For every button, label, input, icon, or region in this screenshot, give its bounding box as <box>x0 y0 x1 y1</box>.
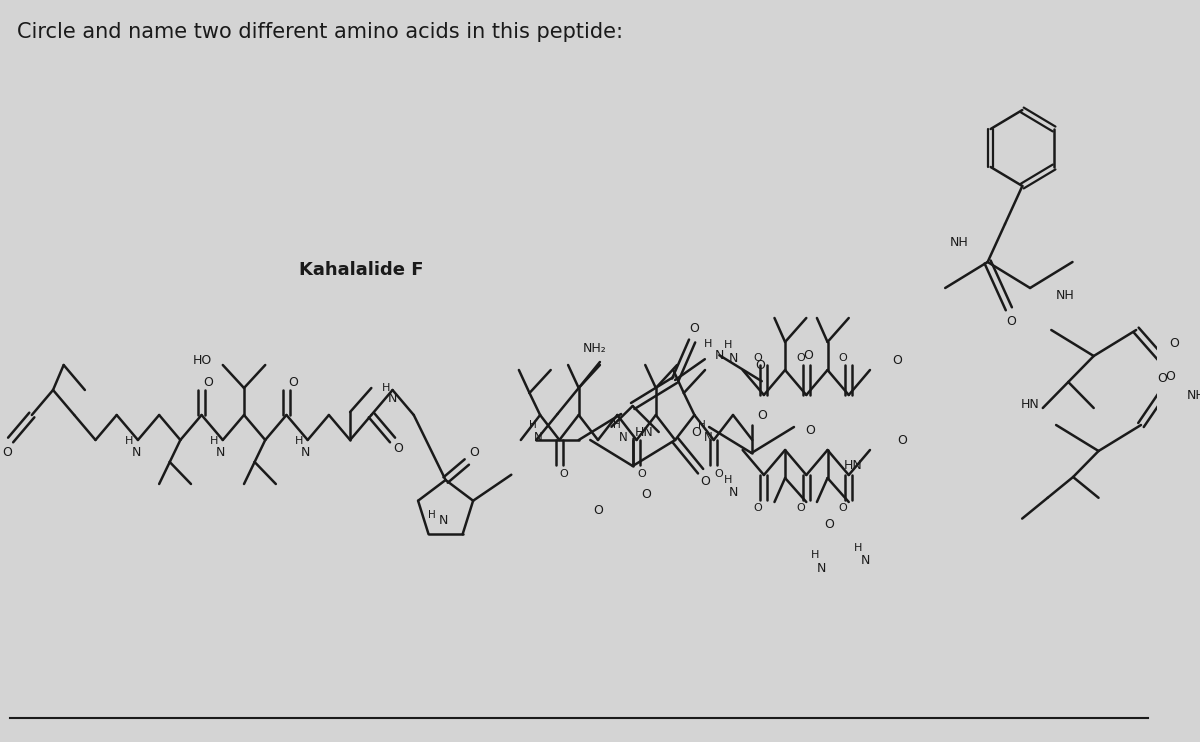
Text: HN: HN <box>635 425 654 439</box>
Text: H: H <box>698 420 706 430</box>
Text: N: N <box>131 445 140 459</box>
Text: O: O <box>691 426 701 439</box>
Text: HN: HN <box>844 459 863 471</box>
Text: O: O <box>593 504 602 516</box>
Text: N: N <box>715 349 724 361</box>
Text: O: O <box>754 353 762 363</box>
Text: N: N <box>860 554 870 566</box>
Text: N: N <box>534 430 542 444</box>
Text: O: O <box>824 519 834 531</box>
Text: H: H <box>854 543 863 553</box>
Text: H: H <box>613 420 622 430</box>
Text: O: O <box>714 469 722 479</box>
Text: O: O <box>288 375 298 389</box>
Text: N: N <box>388 392 397 404</box>
Text: H: H <box>703 339 712 349</box>
Text: O: O <box>1006 315 1016 328</box>
Text: N: N <box>728 352 738 364</box>
Text: H: H <box>811 550 820 560</box>
Text: O: O <box>469 445 480 459</box>
Text: N: N <box>703 430 713 444</box>
Text: O: O <box>1165 370 1175 384</box>
Text: O: O <box>757 409 767 421</box>
Text: H: H <box>125 436 133 446</box>
Text: O: O <box>754 503 762 513</box>
Text: H: H <box>724 475 732 485</box>
Text: NH: NH <box>1187 389 1200 401</box>
Text: N: N <box>439 513 449 527</box>
Text: H: H <box>210 436 218 446</box>
Text: N: N <box>817 562 827 574</box>
Text: NH₂: NH₂ <box>583 341 607 355</box>
Text: O: O <box>805 424 815 436</box>
Text: HO: HO <box>193 353 212 367</box>
Text: H: H <box>528 420 536 430</box>
Text: O: O <box>803 349 814 361</box>
Text: O: O <box>755 358 764 372</box>
Text: Circle and name two different amino acids in this peptide:: Circle and name two different amino acid… <box>17 22 623 42</box>
Text: Kahalalide F: Kahalalide F <box>299 261 424 279</box>
Text: O: O <box>1157 372 1168 384</box>
Text: N: N <box>728 487 738 499</box>
Text: N: N <box>216 445 226 459</box>
Text: N: N <box>619 430 628 444</box>
Text: N: N <box>301 445 311 459</box>
Text: O: O <box>892 353 902 367</box>
Text: O: O <box>839 353 847 363</box>
Text: H: H <box>382 383 390 393</box>
Text: O: O <box>796 503 805 513</box>
Text: O: O <box>2 445 12 459</box>
Text: O: O <box>203 375 214 389</box>
Text: O: O <box>560 469 569 479</box>
Text: H: H <box>724 340 732 350</box>
Text: O: O <box>394 441 403 455</box>
Text: O: O <box>796 353 805 363</box>
Text: HN: HN <box>1020 398 1039 411</box>
Text: O: O <box>700 475 709 488</box>
Text: O: O <box>689 321 700 335</box>
Text: H: H <box>428 510 436 520</box>
Text: H: H <box>295 436 304 446</box>
Text: O: O <box>839 503 847 513</box>
Text: O: O <box>896 433 907 447</box>
Text: NH: NH <box>949 235 968 249</box>
Text: O: O <box>641 488 652 502</box>
Text: O: O <box>1170 337 1180 349</box>
Text: NH: NH <box>1056 289 1075 301</box>
Text: O: O <box>637 469 646 479</box>
